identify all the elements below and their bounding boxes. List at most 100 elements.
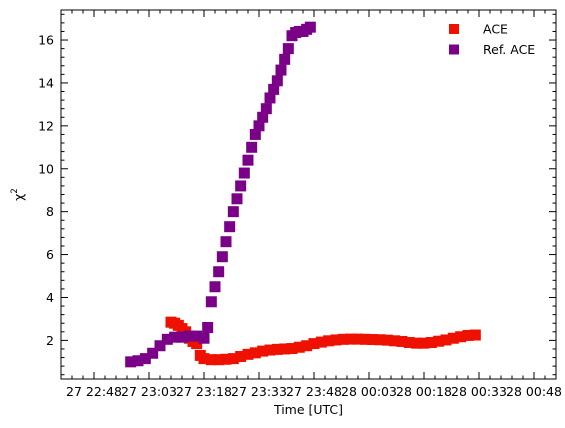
data-point (191, 338, 203, 350)
data-point (227, 206, 239, 218)
legend-marker (449, 24, 459, 34)
data-point (286, 343, 298, 355)
data-point (169, 331, 181, 343)
data-point (246, 141, 258, 153)
data-point (198, 332, 210, 344)
y-tick-label: 8 (46, 204, 54, 219)
x-axis-label: Time [UTC] (273, 402, 343, 417)
data-point (264, 92, 276, 104)
series-1 (125, 21, 316, 368)
data-point (209, 281, 221, 293)
data-point (257, 345, 269, 357)
data-point (264, 344, 276, 356)
data-point (132, 355, 144, 367)
data-point (323, 335, 335, 347)
legend-label: ACE (483, 22, 508, 37)
data-point (359, 333, 371, 345)
data-point (279, 53, 291, 65)
data-point (235, 180, 247, 192)
data-point (191, 330, 203, 342)
data-point (238, 167, 250, 179)
data-point (249, 347, 261, 359)
data-point (271, 75, 283, 87)
x-tick-label: 27 23:03 (121, 384, 177, 399)
x-tick-label: 28 00:33 (451, 384, 507, 399)
y-tick-label: 14 (38, 75, 54, 90)
data-point (139, 353, 151, 365)
data-point (242, 154, 254, 166)
data-point (367, 334, 379, 346)
x-tick-label: 27 23:48 (286, 384, 342, 399)
data-point (293, 341, 305, 353)
x-tick-label: 28 00:48 (506, 384, 562, 399)
data-point (315, 336, 327, 348)
x-tick-label: 27 23:18 (176, 384, 232, 399)
plot-frame (60, 9, 557, 380)
data-point (231, 193, 243, 205)
data-point (257, 111, 269, 123)
plot-area (125, 21, 481, 368)
y-tick-label: 12 (38, 118, 54, 133)
data-point (433, 335, 445, 347)
data-point (403, 337, 415, 349)
data-point (235, 350, 247, 362)
data-point (183, 330, 195, 342)
y-tick-label: 16 (38, 33, 54, 48)
data-point (268, 83, 280, 95)
x-tick-label: 28 00:18 (396, 384, 452, 399)
data-point (260, 103, 272, 115)
legend: ACE Ref. ACE (449, 22, 535, 57)
data-point (154, 340, 166, 352)
data-point (440, 334, 452, 346)
data-point (381, 334, 393, 346)
data-point (411, 337, 423, 349)
data-point (282, 43, 294, 55)
data-point (447, 332, 459, 344)
data-point (224, 221, 236, 233)
data-point (249, 128, 261, 140)
data-point (469, 329, 481, 341)
data-point (462, 329, 474, 341)
legend-marker (449, 44, 459, 55)
data-point (242, 348, 254, 360)
y-tick-label: 10 (38, 161, 54, 176)
data-point (147, 347, 159, 359)
y-tick-label: 4 (46, 290, 54, 305)
y-axis-label-base: χ (11, 194, 26, 201)
data-point (418, 337, 430, 349)
data-point (271, 343, 283, 355)
data-point (213, 266, 225, 278)
y-axis-label-group: χ2 (10, 188, 26, 201)
data-point (216, 251, 228, 263)
data-point (161, 333, 173, 345)
data-point (352, 333, 364, 345)
data-point (125, 356, 137, 368)
y-tick-label: 6 (46, 247, 54, 262)
data-point (227, 353, 239, 365)
data-point (330, 334, 342, 346)
data-point (455, 331, 467, 343)
data-point (304, 21, 316, 33)
data-point (275, 64, 287, 76)
legend-label: Ref. ACE (483, 42, 535, 57)
data-point (308, 338, 320, 350)
data-point (253, 120, 265, 132)
y-axis-label: χ2 (10, 188, 26, 201)
x-tick-label: 27 22:48 (66, 384, 122, 399)
y-tick-label: 2 (46, 333, 54, 348)
data-point (176, 331, 188, 343)
x-tick-label: 27 23:33 (231, 384, 287, 399)
data-point (220, 353, 232, 365)
data-point (202, 322, 214, 334)
data-point (279, 343, 291, 355)
data-point (198, 353, 210, 365)
data-point (205, 296, 217, 308)
data-point (389, 335, 401, 347)
tick-labels: 27 22:48 27 23:03 27 23:18 27 23:33 27 23:48… (38, 33, 562, 399)
x-tick-label: 28 00:03 (341, 384, 397, 399)
y-axis-label-superscript: 2 (10, 188, 20, 193)
data-point (205, 354, 217, 366)
data-point (425, 337, 437, 349)
data-point (337, 333, 349, 345)
